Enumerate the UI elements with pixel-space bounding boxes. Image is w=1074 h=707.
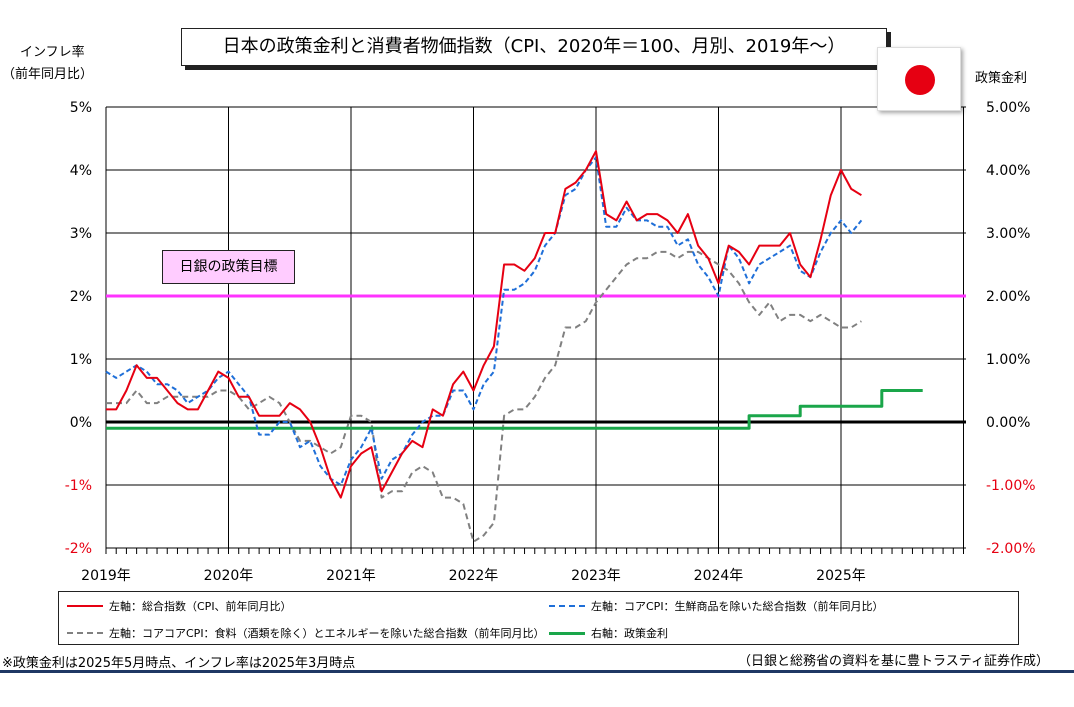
- left-axis-tick-labels: 5% 4% 3% 2% 1% 0% -1% -2%: [65, 100, 92, 557]
- x-tick-label: 2025年: [816, 568, 866, 584]
- left-tick-label: -2%: [65, 541, 92, 557]
- right-tick-label: 4.00%: [986, 163, 1030, 179]
- series-line-core: [105, 156, 863, 486]
- left-tick-label: 0%: [70, 415, 92, 431]
- legend-swatch-core: [549, 605, 585, 607]
- left-tick-label: 2%: [70, 289, 92, 305]
- series-line-headline: [106, 150, 862, 499]
- right-tick-label: -1.00%: [986, 478, 1036, 494]
- series-line-corecore: [106, 250, 862, 543]
- legend-item-headline: 左軸：総合指数（CPI、前年同月比）: [67, 598, 292, 614]
- legend-item-corecore: 左軸：コアコアCPI：食料（酒類を除く）とエネルギーを除いた総合指数（前年同月比…: [67, 625, 545, 641]
- japan-flag-icon: [877, 47, 961, 111]
- legend-item-core: 左軸：コアCPI：生鮮商品を除いた総合指数（前年同月比）: [549, 598, 884, 614]
- bottom-rule: [0, 670, 1074, 673]
- flag-red-disc: [905, 65, 935, 95]
- left-axis-title-line1: インフレ率: [20, 45, 85, 60]
- left-tick-label: -1%: [65, 478, 92, 494]
- chart-title: 日本の政策金利と消費者物価指数（CPI、2020年＝100、月別、2019年～）: [181, 28, 887, 66]
- right-tick-label: 2.00%: [986, 289, 1030, 305]
- right-tick-label: 3.00%: [986, 226, 1030, 242]
- legend-swatch-corecore: [67, 632, 103, 634]
- footnote-right: （日銀と総務省の資料を基に豊トラスティ証券作成）: [738, 654, 1049, 669]
- axis-ticks: [105, 548, 964, 554]
- left-tick-label: 5%: [70, 100, 92, 116]
- right-tick-label: 5.00%: [986, 100, 1030, 116]
- series-lines: [105, 150, 966, 543]
- x-tick-label: 2021年: [326, 568, 376, 584]
- right-tick-label: 1.00%: [986, 352, 1030, 368]
- right-axis-tick-labels: 5.00% 4.00% 3.00% 2.00% 1.00% 0.00% -1.00% -2.0…: [986, 100, 1036, 557]
- x-axis-tick-labels: 2019年 2020年 2021年 2022年 2023年 2024年 2025年: [81, 568, 866, 584]
- legend: 左軸：総合指数（CPI、前年同月比） 左軸：コアCPI：生鮮商品を除いた総合指数…: [58, 591, 1019, 645]
- series-line-policy: [106, 389, 923, 430]
- left-axis-title-line2: （前年同月比）: [2, 67, 94, 82]
- x-tick-label: 2019年: [81, 568, 131, 584]
- left-tick-label: 3%: [70, 226, 92, 242]
- left-tick-label: 1%: [70, 352, 92, 368]
- footnote-left: ※政策金利は2025年5月時点、インフレ率は2025年3月時点: [2, 656, 356, 671]
- x-tick-label: 2024年: [694, 568, 744, 584]
- legend-label-core: 左軸：コアCPI：生鮮商品を除いた総合指数（前年同月比）: [591, 600, 884, 613]
- x-tick-label: 2022年: [449, 568, 499, 584]
- legend-swatch-headline: [67, 605, 103, 607]
- right-axis-title: 政策金利: [975, 71, 1028, 86]
- left-tick-label: 4%: [70, 163, 92, 179]
- legend-item-policy: 右軸：政策金利: [549, 625, 668, 641]
- legend-swatch-policy: [549, 631, 585, 635]
- x-tick-label: 2023年: [571, 568, 621, 584]
- legend-label-headline: 左軸：総合指数（CPI、前年同月比）: [109, 600, 292, 613]
- right-tick-label: -2.00%: [986, 541, 1036, 557]
- legend-label-corecore: 左軸：コアコアCPI：食料（酒類を除く）とエネルギーを除いた総合指数（前年同月比…: [109, 627, 545, 640]
- right-tick-label: 0.00%: [986, 415, 1030, 431]
- grid-lines: [105, 106, 966, 549]
- x-tick-label: 2020年: [204, 568, 254, 584]
- policy-target-label: 日銀の政策目標: [162, 250, 295, 284]
- legend-label-policy: 右軸：政策金利: [591, 627, 668, 640]
